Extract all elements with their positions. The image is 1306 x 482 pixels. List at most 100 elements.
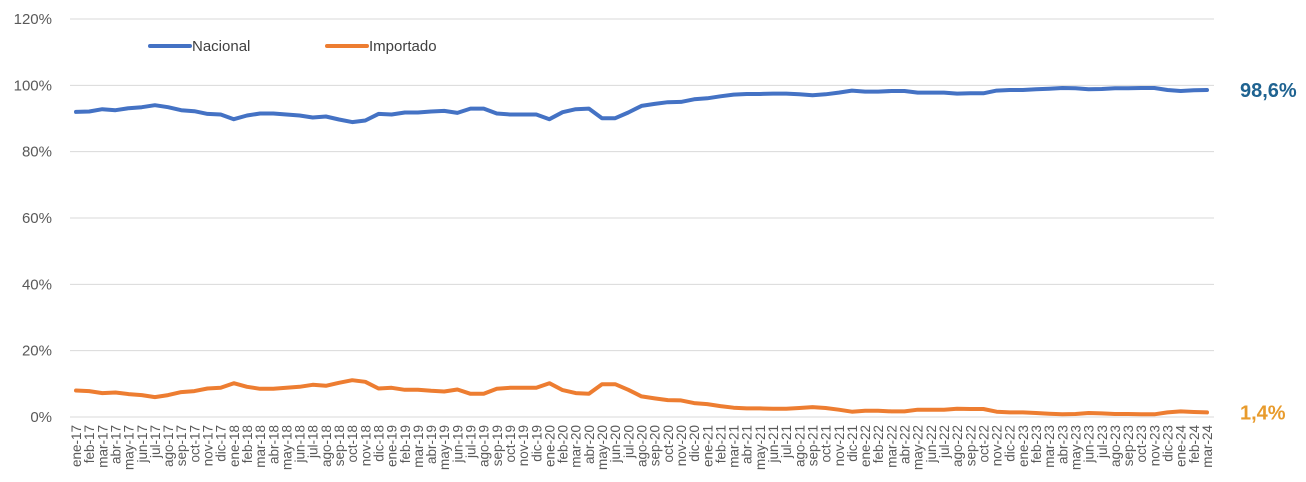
x-tick-label: oct-19 — [503, 425, 518, 463]
x-tick-label: sep-18 — [332, 425, 347, 466]
legend-label-nacional: Nacional — [192, 38, 250, 55]
end-label-nacional: 98,6% — [1240, 80, 1297, 102]
x-tick-label: jun-23 — [1082, 425, 1097, 464]
x-tick-label: nov-19 — [516, 425, 531, 466]
x-tick-label: sep-17 — [174, 425, 189, 466]
x-tick-label: jul-22 — [937, 425, 952, 459]
y-tick-label: 80% — [22, 144, 52, 161]
x-tick-label: ago-21 — [792, 425, 807, 467]
x-tick-label: ene-18 — [227, 425, 242, 467]
y-tick-label: 20% — [22, 343, 52, 360]
legend-label-importado: Importado — [369, 38, 437, 55]
x-tick-label: jul-17 — [148, 425, 163, 459]
x-tick-label: mar-22 — [884, 425, 899, 468]
x-tick-label: sep-23 — [1121, 425, 1136, 466]
x-tick-label: sep-22 — [963, 425, 978, 466]
x-tick-label: mar-18 — [253, 425, 268, 468]
x-tick-label: nov-22 — [990, 425, 1005, 466]
x-tick-label: oct-17 — [187, 425, 202, 463]
x-tick-label: may-22 — [911, 425, 926, 470]
x-tick-label: may-19 — [437, 425, 452, 470]
x-tick-label: ene-19 — [385, 425, 400, 467]
x-tick-label: mar-17 — [95, 425, 110, 468]
x-tick-label: jul-23 — [1095, 425, 1110, 459]
x-tick-label: jun-19 — [450, 425, 465, 464]
x-tick-label: sep-20 — [648, 425, 663, 466]
x-tick-label: dic-21 — [845, 425, 860, 462]
x-tick-label: mar-21 — [727, 425, 742, 468]
series-line-importado — [74, 378, 1209, 417]
x-tick-label: may-23 — [1068, 425, 1083, 470]
x-tick-label: feb-17 — [82, 425, 97, 463]
x-tick-label: dic-22 — [1003, 425, 1018, 462]
x-tick-label: feb-20 — [556, 425, 571, 463]
x-tick-label: dic-19 — [529, 425, 544, 462]
x-tick-label: may-20 — [595, 425, 610, 470]
x-tick-label: may-18 — [279, 425, 294, 470]
series-lines — [74, 86, 1209, 417]
y-tick-label: 100% — [14, 77, 52, 94]
x-tick-label: ago-20 — [635, 425, 650, 467]
x-tick-label: oct-21 — [819, 425, 834, 463]
x-tick-label: ene-22 — [858, 425, 873, 467]
x-tick-label: abr-23 — [1055, 425, 1070, 464]
x-tick-label: jun-21 — [766, 425, 781, 464]
x-tick-label: abr-17 — [108, 425, 123, 464]
x-tick-label: ene-21 — [700, 425, 715, 467]
x-tick-label: feb-19 — [398, 425, 413, 463]
x-tick-label: ago-22 — [950, 425, 965, 467]
x-tick-label: abr-19 — [424, 425, 439, 464]
x-tick-label: ago-18 — [319, 425, 334, 467]
end-label-importado: 1,4% — [1240, 402, 1286, 424]
y-tick-label: 60% — [22, 210, 52, 227]
x-tick-label: abr-22 — [898, 425, 913, 464]
x-tick-label: nov-20 — [674, 425, 689, 466]
x-axis-ticks: ene-17feb-17mar-17abr-17may-17jun-17jul-… — [69, 425, 1215, 471]
x-tick-label: oct-20 — [661, 425, 676, 463]
x-tick-label: may-21 — [753, 425, 768, 470]
x-tick-label: mar-24 — [1200, 425, 1215, 468]
x-tick-label: abr-21 — [740, 425, 755, 464]
x-tick-label: sep-21 — [805, 425, 820, 466]
gridlines — [70, 18, 1214, 418]
x-tick-label: feb-23 — [1029, 425, 1044, 463]
y-tick-label: 0% — [30, 409, 52, 426]
x-tick-label: feb-22 — [871, 425, 886, 463]
x-tick-label: ene-24 — [1174, 425, 1189, 468]
x-tick-label: dic-18 — [371, 425, 386, 462]
x-tick-label: nov-21 — [832, 425, 847, 466]
x-tick-label: dic-20 — [687, 425, 702, 462]
x-tick-label: nov-17 — [201, 425, 216, 466]
x-tick-label: jul-18 — [306, 425, 321, 459]
x-tick-label: mar-23 — [1042, 425, 1057, 468]
x-tick-label: jul-21 — [779, 425, 794, 459]
x-tick-label: oct-18 — [345, 425, 360, 463]
x-tick-label: nov-23 — [1147, 425, 1162, 466]
x-tick-label: may-17 — [122, 425, 137, 470]
x-tick-label: jun-22 — [924, 425, 939, 464]
x-tick-label: sep-19 — [490, 425, 505, 466]
y-tick-label: 40% — [22, 276, 52, 293]
x-tick-label: ene-17 — [69, 425, 84, 467]
y-tick-label: 120% — [14, 11, 52, 28]
x-tick-label: ago-23 — [1108, 425, 1123, 467]
x-tick-label: ene-20 — [542, 425, 557, 467]
x-tick-label: mar-19 — [411, 425, 426, 468]
x-tick-label: ene-23 — [1016, 425, 1031, 467]
end-labels: 98,6% 1,4% — [1240, 80, 1297, 424]
x-tick-label: oct-22 — [976, 425, 991, 463]
x-tick-label: jun-18 — [293, 425, 308, 464]
x-tick-label: jul-20 — [621, 425, 636, 459]
x-tick-label: jul-19 — [464, 425, 479, 459]
x-tick-label: jun-20 — [608, 425, 623, 464]
x-tick-label: dic-23 — [1161, 425, 1176, 462]
x-tick-label: jun-17 — [135, 425, 150, 464]
y-axis-ticks: 0% 20% 40% 60% 80% 100% 120% — [14, 11, 52, 426]
x-tick-label: mar-20 — [569, 425, 584, 468]
x-tick-label: feb-24 — [1187, 425, 1202, 464]
x-tick-label: abr-20 — [582, 425, 597, 464]
legend: Nacional Importado — [148, 38, 437, 55]
x-tick-label: nov-18 — [358, 425, 373, 466]
x-tick-label: feb-18 — [240, 425, 255, 463]
